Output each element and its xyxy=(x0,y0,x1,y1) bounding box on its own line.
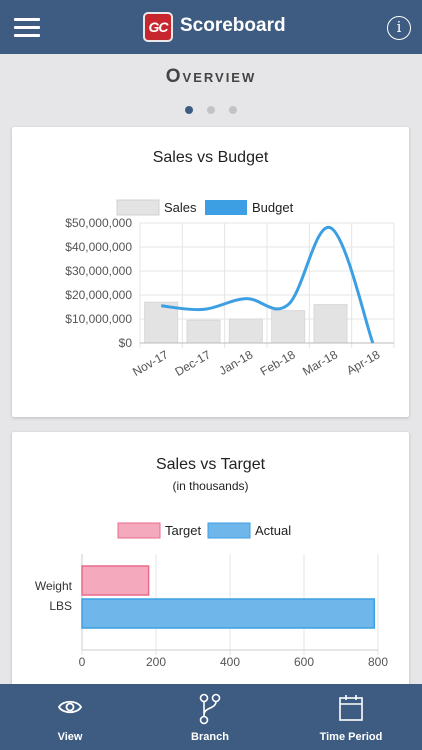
sales-vs-budget-card: Sales Budget $0 $10,000,000 $20,000,000 $30,0… xyxy=(12,127,409,417)
x-tick-label: 0 xyxy=(79,655,86,669)
page-dot-2[interactable] xyxy=(207,106,215,114)
bar-target xyxy=(81,565,150,596)
page-title: Overview xyxy=(165,66,257,87)
x-tick-label: Mar-18 xyxy=(300,347,340,378)
x-tick-label: Apr-18 xyxy=(344,347,382,377)
tab-label: Branch xyxy=(191,731,229,743)
x-tick-label: Nov-17 xyxy=(130,347,171,379)
app-logo: GC xyxy=(143,12,173,42)
legend-swatch-target xyxy=(117,522,161,539)
y-tick-label: $0 xyxy=(119,336,133,350)
legend-swatch-actual xyxy=(207,522,251,539)
bar-sales xyxy=(186,319,221,344)
legend-label-target: Target xyxy=(165,523,202,538)
x-tick-label: 600 xyxy=(294,655,314,669)
budget-series-line xyxy=(161,226,375,344)
page-indicator xyxy=(0,101,422,119)
bar-sales xyxy=(313,304,348,344)
tab-branch[interactable]: Branch xyxy=(150,684,270,750)
x-tick-label: 200 xyxy=(146,655,166,669)
bar-sales xyxy=(271,310,306,344)
page-dot-3[interactable] xyxy=(229,106,238,114)
bar-actual xyxy=(81,598,376,629)
legend-label-budget: Budget xyxy=(252,200,294,215)
branch-icon xyxy=(199,693,221,725)
chart-title: Sales vs Target xyxy=(155,456,266,473)
sales-vs-target-card: Target Actual 0 200 400 600 800 Weight LBS Sales… xyxy=(12,432,409,692)
calendar-icon xyxy=(339,695,363,721)
tab-time-period[interactable]: Time Period xyxy=(291,684,411,750)
eye-icon xyxy=(57,700,83,714)
x-tick-label: 800 xyxy=(368,655,388,669)
x-tick-label: Feb-18 xyxy=(258,347,298,378)
y-category-label: LBS xyxy=(49,599,72,613)
legend-label-sales: Sales xyxy=(164,200,197,215)
sales-vs-target-chart: Target Actual 0 200 400 600 800 Weight LBS xyxy=(35,522,388,669)
hamburger-menu-icon[interactable] xyxy=(14,18,40,38)
legend-label-actual: Actual xyxy=(255,523,291,538)
bar-sales xyxy=(144,301,179,344)
bottom-tab-bar: View Branch Time Period xyxy=(0,684,422,750)
y-tick-label: $40,000,000 xyxy=(65,240,132,254)
y-tick-label: $50,000,000 xyxy=(65,216,132,230)
chart-title: Sales vs Budget xyxy=(152,149,269,166)
legend-swatch-sales xyxy=(116,199,160,216)
app-title: Scoreboard xyxy=(180,15,286,36)
sales-vs-budget-chart: Sales Budget $0 $10,000,000 $20,000,000 $30,0… xyxy=(65,199,395,379)
x-tick-label: 400 xyxy=(220,655,240,669)
x-tick-label: Jan-18 xyxy=(217,347,256,378)
y-tick-label: $10,000,000 xyxy=(65,312,132,326)
y-tick-label: $30,000,000 xyxy=(65,264,132,278)
chart-subtitle: (in thousands) xyxy=(172,479,249,493)
info-icon[interactable]: i xyxy=(387,16,411,40)
page-dot-1[interactable] xyxy=(184,106,193,114)
tab-label: Time Period xyxy=(319,731,383,743)
y-category-label: Weight xyxy=(35,579,73,593)
bar-sales xyxy=(228,318,263,344)
x-tick-label: Dec-17 xyxy=(172,347,213,379)
tab-view[interactable]: View xyxy=(10,684,130,750)
app-header: GC Scoreboard i xyxy=(0,0,422,54)
legend-swatch-budget xyxy=(205,200,247,215)
y-tick-label: $20,000,000 xyxy=(65,288,132,302)
tab-label: View xyxy=(57,731,83,743)
